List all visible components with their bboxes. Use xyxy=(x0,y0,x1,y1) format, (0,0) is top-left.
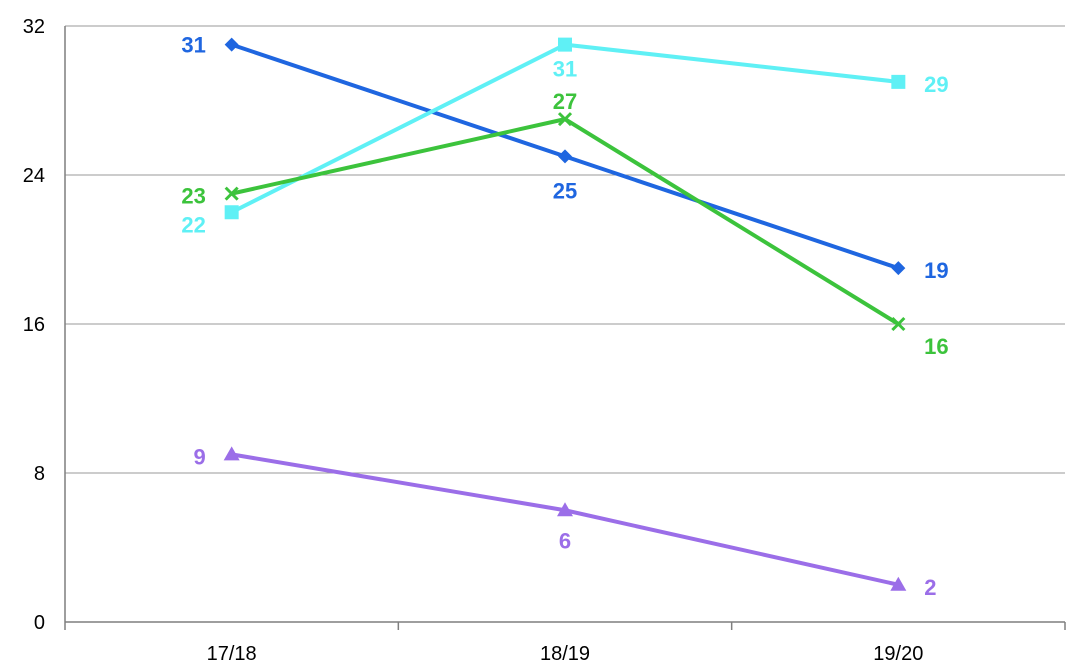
data-label-s1-p1: 31 xyxy=(181,33,205,58)
data-point-s1-p2 xyxy=(558,149,572,163)
data-point-s1-p1 xyxy=(225,38,239,52)
series-line-4 xyxy=(232,454,899,584)
y-tick-label: 24 xyxy=(23,165,45,187)
data-label-s2-p3: 29 xyxy=(924,72,948,97)
y-tick-label: 32 xyxy=(23,16,45,38)
data-point-s2-p2 xyxy=(558,38,572,52)
data-point-s2-p3 xyxy=(891,75,905,89)
data-label-s1-p2: 25 xyxy=(553,178,577,203)
data-point-s2-p1 xyxy=(225,205,239,219)
axes: 0 8 16 24 32 17/18 18/19 19/20 xyxy=(23,16,1065,665)
data-label-s1-p3: 19 xyxy=(924,258,948,283)
data-label-s3-p2: 27 xyxy=(553,89,577,114)
data-label-s3-p3: 16 xyxy=(924,334,948,359)
x-tick-label: 19/20 xyxy=(873,643,923,665)
data-label-s4-p3: 2 xyxy=(924,575,936,600)
data-label-s3-p1: 23 xyxy=(181,184,205,209)
y-tick-label: 0 xyxy=(34,612,45,634)
data-label-s4-p1: 9 xyxy=(194,444,206,469)
y-tick-label: 8 xyxy=(34,463,45,485)
y-tick-label: 16 xyxy=(23,314,45,336)
series-markers xyxy=(224,38,907,591)
data-label-s4-p2: 6 xyxy=(559,528,571,553)
data-label-s2-p1: 22 xyxy=(181,212,205,237)
data-label-s2-p2: 31 xyxy=(553,57,577,82)
x-tick-label: 18/19 xyxy=(540,643,590,665)
data-point-s1-p3 xyxy=(891,261,905,275)
x-tick-label: 17/18 xyxy=(207,643,257,665)
